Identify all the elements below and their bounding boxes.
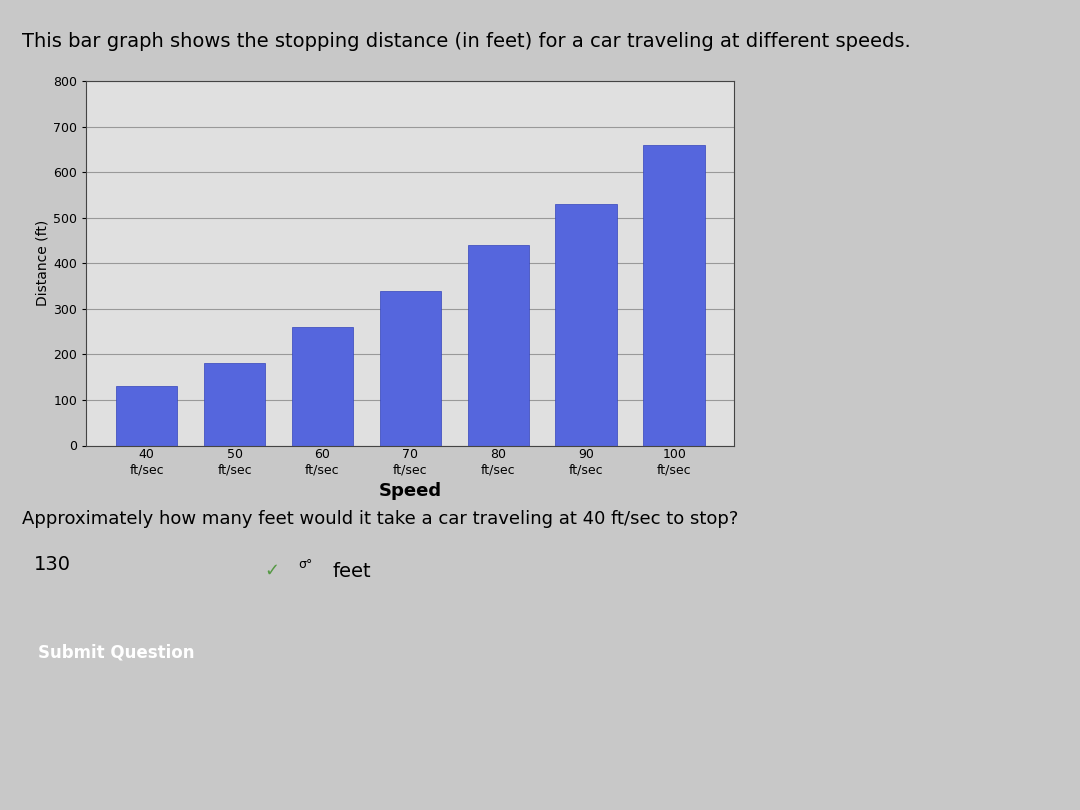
Bar <box>380 291 441 446</box>
Text: σ°: σ° <box>298 558 312 572</box>
Bar <box>292 327 353 446</box>
Bar <box>644 145 705 446</box>
Text: ✓: ✓ <box>265 562 280 580</box>
Text: Speed: Speed <box>379 482 442 500</box>
Text: Approximately how many feet would it take a car traveling at 40 ft/sec to stop?: Approximately how many feet would it tak… <box>22 510 738 528</box>
Bar <box>555 204 617 446</box>
Bar <box>468 245 529 446</box>
Bar <box>204 364 266 446</box>
Y-axis label: Distance (ft): Distance (ft) <box>36 220 50 306</box>
Text: This bar graph shows the stopping distance (in feet) for a car traveling at diff: This bar graph shows the stopping distan… <box>22 32 910 51</box>
Text: feet: feet <box>333 561 372 581</box>
Text: Submit Question: Submit Question <box>38 643 194 661</box>
Text: 130: 130 <box>33 556 70 574</box>
Bar <box>116 386 177 446</box>
